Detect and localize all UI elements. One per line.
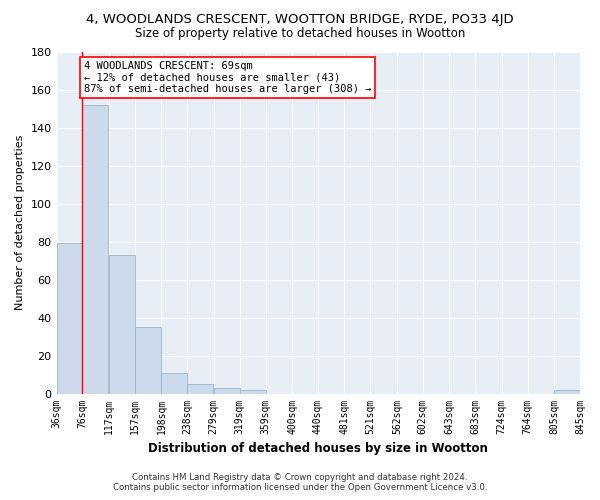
Bar — [135, 327, 161, 394]
Bar — [239, 390, 266, 394]
Text: Contains HM Land Registry data © Crown copyright and database right 2024.
Contai: Contains HM Land Registry data © Crown c… — [113, 473, 487, 492]
Bar — [109, 255, 135, 394]
Bar — [161, 372, 187, 394]
X-axis label: Distribution of detached houses by size in Wootton: Distribution of detached houses by size … — [148, 442, 488, 455]
Text: 4, WOODLANDS CRESCENT, WOOTTON BRIDGE, RYDE, PO33 4JD: 4, WOODLANDS CRESCENT, WOOTTON BRIDGE, R… — [86, 12, 514, 26]
Text: 4 WOODLANDS CRESCENT: 69sqm
← 12% of detached houses are smaller (43)
87% of sem: 4 WOODLANDS CRESCENT: 69sqm ← 12% of det… — [84, 61, 371, 94]
Bar — [56, 244, 82, 394]
Bar — [187, 384, 213, 394]
Bar — [82, 104, 109, 394]
Y-axis label: Number of detached properties: Number of detached properties — [15, 135, 25, 310]
Text: Size of property relative to detached houses in Wootton: Size of property relative to detached ho… — [135, 28, 465, 40]
Bar — [214, 388, 239, 394]
Bar — [554, 390, 580, 394]
